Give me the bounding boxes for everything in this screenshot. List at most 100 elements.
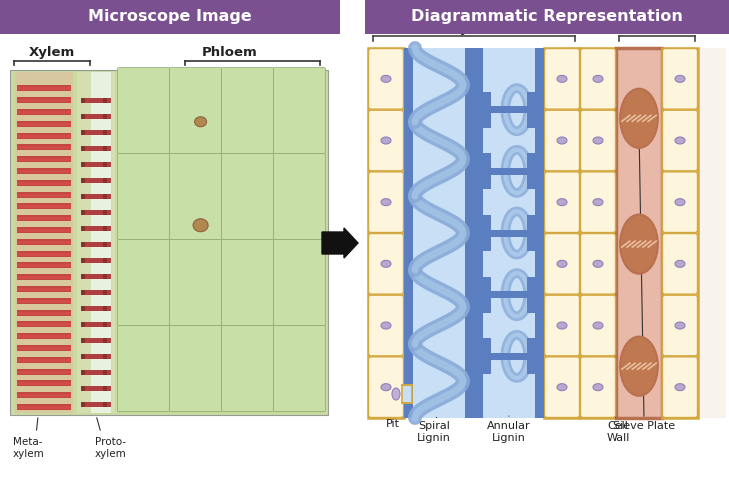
Bar — [483, 356, 491, 374]
Bar — [17, 369, 71, 375]
Bar — [483, 277, 491, 295]
FancyBboxPatch shape — [170, 154, 222, 240]
Bar — [103, 98, 107, 103]
Bar — [81, 338, 111, 343]
Ellipse shape — [381, 137, 391, 144]
Bar — [81, 226, 111, 231]
Ellipse shape — [675, 260, 685, 267]
Ellipse shape — [557, 384, 567, 391]
Bar — [103, 210, 107, 215]
Bar — [17, 111, 71, 114]
Bar — [17, 123, 71, 126]
Ellipse shape — [381, 260, 391, 267]
Bar — [81, 146, 111, 151]
FancyBboxPatch shape — [545, 172, 580, 232]
Bar — [527, 338, 535, 356]
FancyBboxPatch shape — [170, 68, 222, 154]
Bar — [17, 215, 71, 221]
Bar — [81, 306, 111, 311]
Bar — [103, 242, 107, 247]
Bar — [527, 356, 535, 374]
FancyBboxPatch shape — [545, 295, 580, 356]
FancyBboxPatch shape — [663, 357, 698, 417]
FancyBboxPatch shape — [170, 240, 222, 326]
Bar — [365, 0, 729, 34]
Bar — [81, 178, 85, 183]
Ellipse shape — [593, 384, 603, 391]
Bar — [17, 335, 71, 338]
Bar — [17, 133, 71, 139]
Bar — [81, 402, 85, 407]
Bar — [17, 264, 71, 268]
FancyBboxPatch shape — [663, 48, 698, 109]
Bar — [81, 306, 85, 311]
Bar — [527, 277, 535, 295]
Bar — [17, 146, 71, 149]
Bar — [81, 114, 111, 119]
Text: Pit: Pit — [386, 419, 400, 429]
Bar — [103, 274, 107, 279]
Text: Proto-
xylem: Proto- xylem — [95, 437, 127, 458]
Bar — [103, 354, 107, 359]
FancyBboxPatch shape — [273, 240, 326, 326]
Bar — [17, 227, 71, 233]
Bar — [17, 359, 71, 362]
Bar — [527, 110, 535, 128]
Bar — [17, 345, 71, 351]
Bar — [81, 274, 85, 279]
Bar — [483, 153, 491, 171]
Bar — [17, 357, 71, 363]
Bar — [103, 290, 107, 295]
Bar — [527, 233, 535, 251]
Ellipse shape — [620, 214, 658, 274]
Ellipse shape — [381, 199, 391, 206]
Bar — [103, 146, 107, 151]
Bar — [103, 114, 107, 119]
Bar — [17, 404, 71, 410]
Bar — [17, 262, 71, 269]
Text: Phloem: Phloem — [628, 21, 686, 35]
Bar — [17, 310, 71, 315]
Bar — [17, 241, 71, 244]
Bar — [483, 229, 535, 237]
FancyBboxPatch shape — [368, 357, 403, 417]
Bar — [77, 72, 115, 413]
Bar — [17, 288, 71, 291]
Bar — [17, 381, 71, 386]
Bar — [17, 156, 71, 162]
Bar — [81, 210, 111, 215]
Bar — [17, 87, 71, 90]
Bar — [103, 258, 107, 263]
Ellipse shape — [557, 260, 567, 267]
Bar — [103, 130, 107, 135]
Ellipse shape — [675, 384, 685, 391]
Bar — [17, 99, 71, 102]
Bar — [103, 226, 107, 231]
Bar — [616, 48, 662, 418]
Bar — [103, 370, 107, 375]
Bar — [662, 48, 698, 418]
Bar — [81, 386, 85, 391]
Bar — [17, 312, 71, 314]
FancyBboxPatch shape — [368, 295, 403, 356]
Bar — [368, 48, 726, 418]
Bar — [483, 106, 535, 113]
Bar — [17, 85, 71, 91]
Bar — [474, 48, 483, 418]
FancyBboxPatch shape — [273, 326, 326, 412]
Ellipse shape — [381, 75, 391, 82]
Bar — [17, 394, 71, 397]
Bar — [404, 48, 413, 418]
Bar — [81, 354, 111, 359]
Ellipse shape — [675, 322, 685, 329]
FancyBboxPatch shape — [545, 233, 580, 294]
Bar — [483, 215, 491, 233]
Bar — [103, 178, 107, 183]
Bar — [81, 242, 85, 247]
FancyBboxPatch shape — [368, 233, 403, 294]
Bar — [81, 242, 111, 247]
Bar — [17, 239, 71, 245]
Bar — [368, 48, 404, 418]
FancyBboxPatch shape — [273, 154, 326, 240]
Bar — [17, 370, 71, 373]
